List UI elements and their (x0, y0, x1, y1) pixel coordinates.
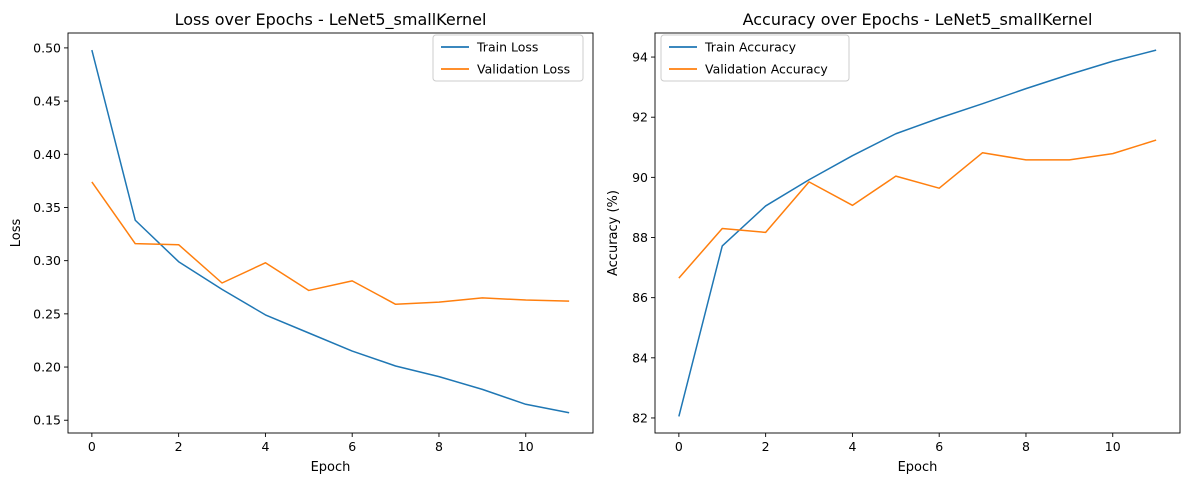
x-tick-label: 0 (88, 439, 96, 454)
y-tick-label: 82 (632, 410, 648, 425)
x-tick-label: 10 (1105, 439, 1121, 454)
y-axis-label: Accuracy (%) (606, 190, 621, 276)
validation-series-line (91, 181, 570, 306)
y-tick-label: 86 (632, 290, 648, 305)
x-tick-label: 0 (675, 439, 683, 454)
train-series-line (91, 49, 570, 414)
y-tick-label: 0.45 (33, 94, 61, 109)
x-tick-label: 4 (848, 439, 856, 454)
legend-label-train: Train Accuracy (704, 40, 797, 55)
x-tick-label: 8 (1022, 439, 1030, 454)
accuracy-chart: Accuracy over Epochs - LeNet5_smallKerne… (606, 10, 1181, 475)
train-series-line (678, 49, 1157, 417)
x-tick-label: 6 (935, 439, 943, 454)
x-axis-label: Epoch (311, 460, 351, 475)
y-tick-label: 0.30 (33, 253, 61, 268)
x-tick-label: 2 (175, 439, 183, 454)
y-tick-label: 0.20 (33, 360, 61, 375)
x-tick-label: 6 (348, 439, 356, 454)
x-axis-label: Epoch (898, 460, 938, 475)
y-tick-label: 0.15 (33, 413, 61, 428)
y-tick-label: 94 (632, 50, 648, 65)
x-tick-label: 10 (518, 439, 534, 454)
y-tick-label: 92 (632, 110, 648, 125)
plot-frame (67, 32, 594, 434)
loss-chart: Loss over Epochs - LeNet5_smallKernel 0 2 4… (9, 10, 594, 475)
x-tick-label: 8 (435, 439, 443, 454)
chart-title: Accuracy over Epochs - LeNet5_smallKerne… (743, 10, 1093, 30)
y-tick-label: 0.40 (33, 147, 61, 162)
legend-label-validation: Validation Loss (477, 62, 570, 77)
legend-label-validation: Validation Accuracy (705, 62, 828, 77)
legend: Train Loss Validation Loss (432, 34, 584, 82)
legend-label-train: Train Loss (476, 40, 538, 55)
y-tick-label: 0.35 (33, 200, 61, 215)
x-tick-label: 2 (762, 439, 770, 454)
validation-series-line (678, 139, 1157, 279)
legend-box (660, 34, 850, 82)
y-tick-label: 90 (632, 170, 648, 185)
y-tick-label: 0.50 (33, 40, 61, 55)
legend-box (432, 34, 584, 82)
plot-frame (654, 32, 1181, 434)
x-tick-label: 4 (261, 439, 269, 454)
y-axis-label: Loss (9, 219, 24, 248)
y-tick-label: 88 (632, 230, 648, 245)
y-tick-label: 84 (632, 350, 648, 365)
chart-title: Loss over Epochs - LeNet5_smallKernel (175, 10, 487, 30)
legend: Train Accuracy Validation Accuracy (660, 34, 850, 82)
y-tick-label: 0.25 (33, 306, 61, 321)
